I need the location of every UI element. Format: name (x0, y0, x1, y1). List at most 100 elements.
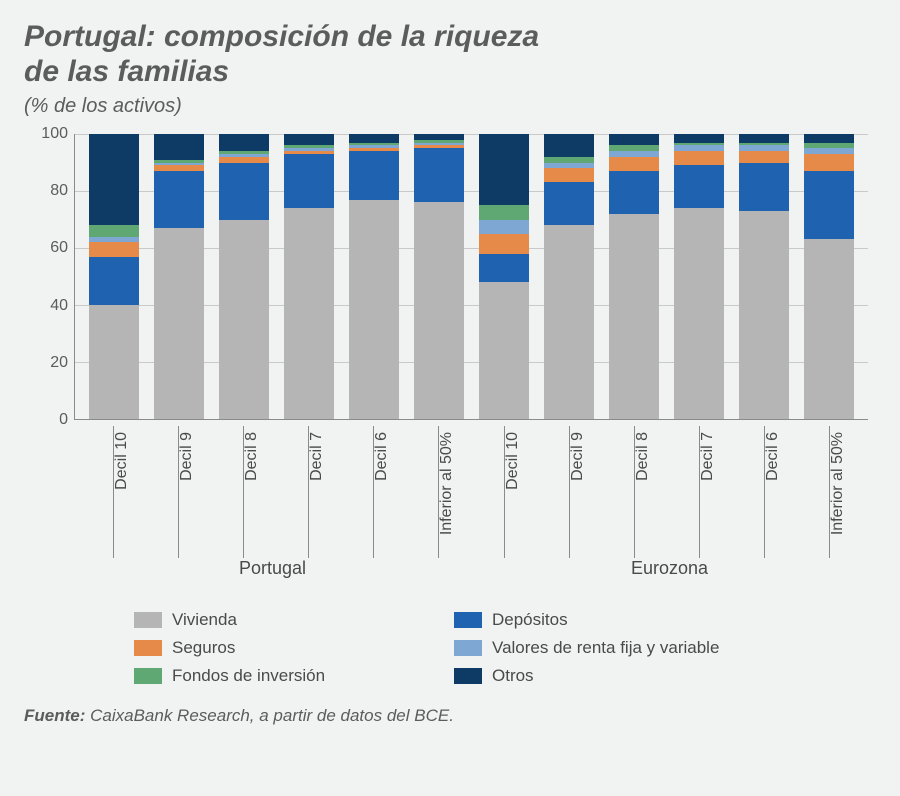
legend-swatch (134, 668, 162, 684)
y-tick-label: 40 (24, 297, 68, 315)
bar-segment (544, 168, 594, 182)
bar-segment (609, 134, 659, 145)
bar-segment (804, 154, 854, 171)
bar-segment (349, 200, 399, 419)
bar-segment (544, 225, 594, 419)
bar (479, 134, 529, 419)
x-tick: Decil 9 (544, 426, 594, 558)
group-label-portugal: Portugal (74, 558, 471, 579)
legend-label: Otros (492, 666, 534, 686)
bar-segment (154, 171, 204, 228)
bar-segment (284, 134, 334, 145)
bar-segment (89, 225, 139, 236)
legend-swatch (134, 640, 162, 656)
x-tick-label: Inferior al 50% (438, 432, 456, 535)
chart-source: Fuente: CaixaBank Research, a partir de … (24, 706, 876, 726)
bar-segment (674, 208, 724, 419)
legend-label: Depósitos (492, 610, 568, 630)
bar-segment (674, 151, 724, 165)
legend-item: Depósitos (454, 610, 814, 630)
bar-segment (739, 211, 789, 419)
chart-area: 020406080100 Decil 10Decil 9Decil 8Decil… (24, 130, 876, 570)
x-axis-labels: Decil 10 Decil 9 Decil 8 Decil 7 Decil 6 Infe… (74, 426, 868, 558)
chart-subtitle: (% de los activos) (24, 95, 876, 118)
x-tick-label: Decil 10 (504, 432, 522, 490)
group-labels: Portugal Eurozona (74, 558, 868, 579)
chart-title: Portugal: composición de la riqueza de l… (24, 20, 876, 89)
legend-label: Valores de renta fija y variable (492, 638, 719, 658)
source-label: Fuente: (24, 706, 85, 725)
x-tick: Decil 10 (479, 426, 529, 558)
bar-segment (284, 208, 334, 419)
legend: Vivienda Depósitos Seguros Valores de renta… (134, 610, 876, 686)
bar-segment (479, 282, 529, 419)
bar-segment (739, 163, 789, 211)
bar-segment (479, 205, 529, 219)
bar (674, 134, 724, 419)
bar-segment (479, 134, 529, 205)
bar (544, 134, 594, 419)
group-label-eurozona: Eurozona (471, 558, 868, 579)
bar-segment (414, 148, 464, 202)
bar (349, 134, 399, 419)
x-tick-label: Inferior al 50% (829, 432, 847, 535)
legend-item: Otros (454, 666, 814, 686)
source-text: CaixaBank Research, a partir de datos de… (85, 706, 454, 725)
legend-swatch (454, 612, 482, 628)
bar-segment (804, 171, 854, 239)
y-tick-label: 60 (24, 239, 68, 257)
bar-segment (804, 134, 854, 143)
x-tick-label: Decil 7 (699, 432, 717, 481)
chart-panel: Portugal: composición de la riqueza de l… (0, 0, 900, 796)
bar-segment (674, 134, 724, 143)
x-tick-label: Decil 9 (178, 432, 196, 481)
x-tick-label: Decil 10 (113, 432, 131, 490)
legend-swatch (454, 640, 482, 656)
x-tick-label: Decil 9 (569, 432, 587, 481)
x-tick: Decil 6 (348, 426, 398, 558)
bar-segment (609, 171, 659, 214)
bar (284, 134, 334, 419)
bar-segment (544, 134, 594, 157)
bar-segment (154, 228, 204, 419)
bar-segment (219, 163, 269, 220)
x-tick: Decil 8 (218, 426, 268, 558)
bar-segment (479, 254, 529, 283)
bar-segment (349, 151, 399, 199)
bar (154, 134, 204, 419)
x-tick-label: Decil 6 (764, 432, 782, 481)
bar-segment (349, 134, 399, 143)
y-tick-label: 100 (24, 125, 68, 143)
bar-segment (89, 257, 139, 305)
legend-item: Vivienda (134, 610, 444, 630)
bar (739, 134, 789, 419)
bar-segment (804, 239, 854, 419)
x-tick: Decil 7 (674, 426, 724, 558)
bar (609, 134, 659, 419)
x-tick: Inferior al 50% (804, 426, 854, 558)
x-tick-label: Decil 6 (373, 432, 391, 481)
x-tick: Decil 6 (739, 426, 789, 558)
legend-item: Fondos de inversión (134, 666, 444, 686)
y-tick-label: 0 (24, 411, 68, 429)
bar-segment (739, 151, 789, 162)
bar-segment (219, 220, 269, 420)
x-tick: Decil 10 (88, 426, 138, 558)
title-line-2: de las familias (24, 55, 229, 88)
x-tick: Decil 7 (283, 426, 333, 558)
legend-label: Seguros (172, 638, 235, 658)
legend-label: Fondos de inversión (172, 666, 325, 686)
x-tick-label: Decil 8 (243, 432, 261, 481)
bar-segment (739, 134, 789, 143)
bar-segment (479, 220, 529, 234)
bar (804, 134, 854, 419)
bar-segment (609, 157, 659, 171)
bar-segment (414, 202, 464, 419)
bar-segment (89, 305, 139, 419)
bar-segment (154, 134, 204, 160)
bars-container (75, 134, 868, 419)
legend-swatch (134, 612, 162, 628)
bar-segment (89, 242, 139, 256)
bar-segment (284, 154, 334, 208)
title-line-1: Portugal: composición de la riqueza (24, 20, 539, 53)
